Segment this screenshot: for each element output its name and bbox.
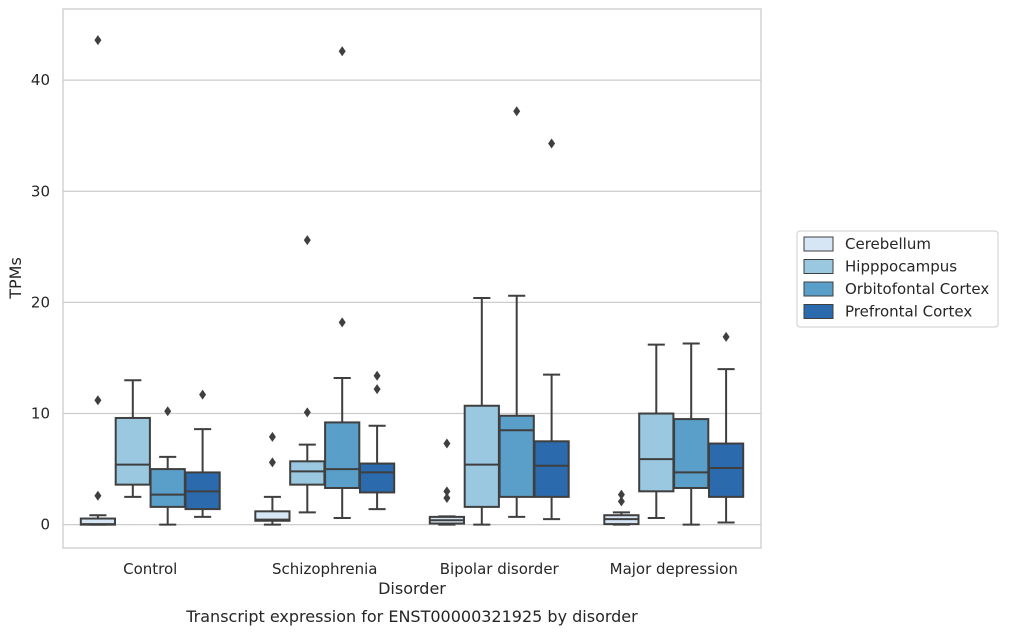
- box: [254, 510, 291, 522]
- outlier-point: [722, 331, 730, 342]
- x-tick-label: Major depression: [610, 560, 738, 578]
- y-tick-label: 30: [31, 182, 50, 200]
- y-tick-label: 0: [40, 516, 50, 534]
- outlier-point: [548, 138, 556, 149]
- outlier-point: [94, 395, 102, 406]
- box: [707, 442, 745, 498]
- outlier-point: [303, 407, 311, 418]
- box: [463, 404, 500, 508]
- chart-caption: Transcript expression for ENST0000032192…: [185, 607, 638, 626]
- x-tick-label: Schizophrenia: [272, 560, 377, 578]
- outlier-point: [373, 384, 381, 395]
- box: [358, 462, 396, 494]
- outlier-point: [617, 489, 625, 500]
- legend-swatch: [803, 281, 834, 297]
- y-tick-labels: 0 10 20 30 40: [31, 71, 50, 534]
- outlier-point: [443, 492, 451, 503]
- legend: Cerebellum Hipppocampus Orbitofontal Corte…: [796, 230, 999, 328]
- box: [533, 440, 570, 498]
- x-axis-label: Disorder: [378, 579, 446, 598]
- x-tick-label: Control: [123, 560, 177, 578]
- y-tick-label: 20: [31, 293, 50, 311]
- box-series: [79, 35, 745, 526]
- outlier-point: [94, 490, 102, 501]
- outlier-point: [303, 235, 311, 246]
- legend-label: Prefrontal Cortex: [845, 303, 972, 321]
- outlier-point: [617, 496, 625, 507]
- legend-label: Cerebellum: [845, 235, 931, 253]
- legend-frame: [796, 230, 999, 328]
- outlier-point: [513, 106, 521, 117]
- outlier-point: [373, 370, 381, 381]
- outlier-point: [164, 406, 172, 417]
- box: [673, 418, 710, 489]
- outlier-point: [338, 46, 346, 57]
- outlier-point: [268, 431, 276, 442]
- box: [638, 412, 675, 493]
- outlier-point: [443, 438, 451, 449]
- outlier-point: [443, 486, 451, 497]
- box: [289, 460, 326, 486]
- box: [324, 421, 361, 489]
- y-tick-label: 40: [31, 71, 50, 89]
- x-tick-label: Bipolar disorder: [440, 560, 560, 578]
- box: [114, 416, 151, 486]
- x-tick-labels: Control Schizophrenia Bipolar disorder Majo…: [123, 560, 738, 578]
- box: [149, 468, 186, 508]
- y-axis-label: TPMs: [6, 257, 25, 300]
- legend-swatch: [803, 236, 834, 252]
- outlier-point: [338, 317, 346, 328]
- box: [498, 414, 535, 498]
- outlier-point: [199, 389, 207, 400]
- legend-label: Orbitofontal Cortex: [845, 280, 989, 298]
- y-tick-label: 10: [31, 405, 50, 423]
- legend-swatch: [803, 304, 834, 319]
- legend-label: Hipppocampus: [845, 258, 957, 276]
- outlier-point: [94, 35, 102, 46]
- outlier-point: [268, 457, 276, 468]
- plot-frame: [62, 8, 762, 549]
- legend-swatch: [803, 259, 834, 274]
